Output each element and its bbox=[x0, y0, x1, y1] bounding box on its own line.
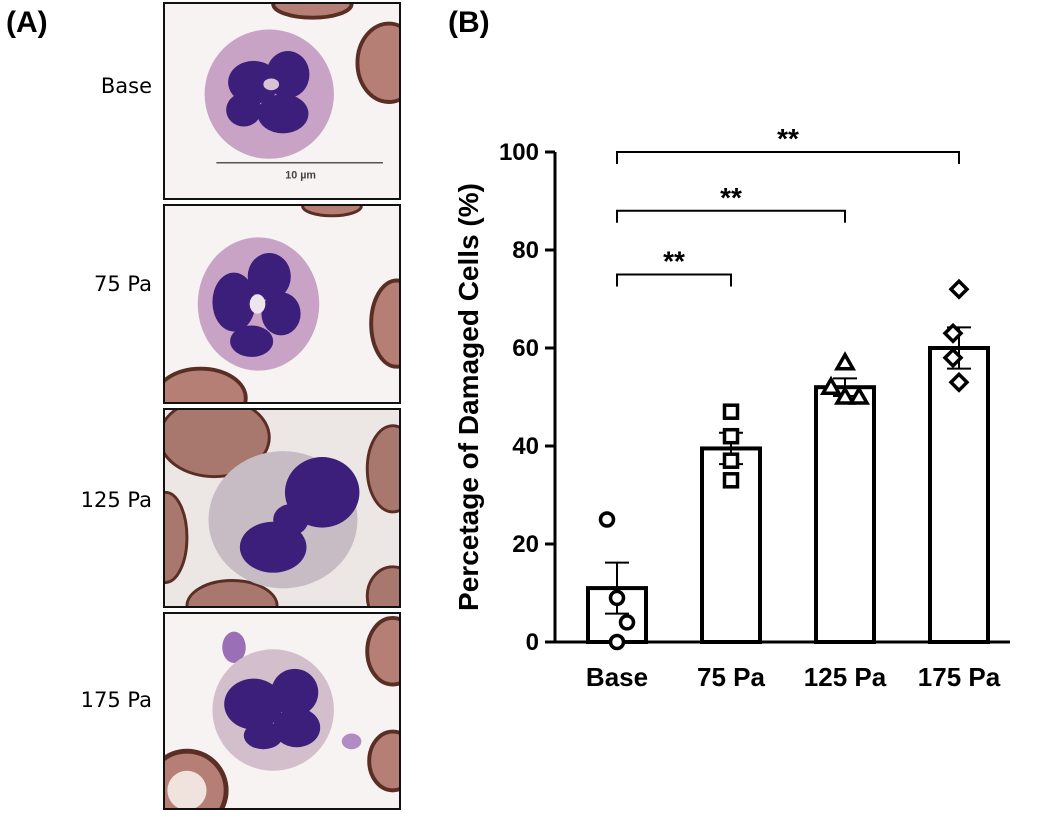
row-label-75pa: 75 Pa bbox=[94, 272, 152, 296]
data-point bbox=[722, 472, 740, 489]
y-axis-label: Percetage of Damaged Cells (%) bbox=[453, 183, 484, 611]
data-point bbox=[833, 351, 857, 371]
data-point bbox=[833, 385, 857, 405]
micrograph-75pa-image bbox=[165, 206, 399, 402]
micrograph-75pa bbox=[163, 204, 401, 404]
data-point bbox=[722, 403, 740, 420]
data-point bbox=[722, 427, 740, 445]
data-point bbox=[608, 633, 626, 651]
significance-bracket bbox=[616, 273, 732, 287]
row-label-175pa: 175 Pa bbox=[80, 688, 152, 712]
micrograph-base-image: 10 µm bbox=[165, 4, 399, 198]
y-tick-label: 60 bbox=[512, 335, 539, 362]
row-label-base: Base bbox=[100, 74, 152, 98]
x-tick-label: Base bbox=[586, 662, 648, 692]
panel-b-label: (B) bbox=[448, 6, 490, 39]
panel-a-label: (A) bbox=[6, 6, 48, 39]
data-point bbox=[948, 278, 970, 300]
micrograph-125pa-image bbox=[165, 410, 399, 606]
data-point bbox=[942, 347, 964, 369]
significance-label: ** bbox=[777, 123, 799, 154]
significance-label: ** bbox=[720, 182, 742, 213]
micrograph-175pa bbox=[163, 612, 401, 810]
row-label-125pa: 125 Pa bbox=[80, 488, 152, 512]
data-point bbox=[618, 614, 636, 631]
data-point bbox=[819, 375, 843, 395]
data-point bbox=[598, 511, 616, 528]
y-tick-label: 100 bbox=[499, 139, 539, 166]
significance-bracket bbox=[616, 151, 960, 164]
y-tick-label: 20 bbox=[512, 531, 539, 558]
y-tick-label: 80 bbox=[512, 237, 539, 264]
data-point bbox=[722, 452, 740, 469]
data-point bbox=[608, 589, 626, 607]
micrograph-base: 10 µm bbox=[163, 2, 401, 200]
significance-label: ** bbox=[663, 246, 685, 277]
data-point bbox=[847, 385, 871, 405]
significance-bracket bbox=[616, 209, 846, 223]
bar-chart: 0 20 40 60 80 100 Percetage of Damaged Cells (… bbox=[453, 123, 1010, 692]
x-tick-label: 75 Pa bbox=[697, 662, 765, 692]
data-point bbox=[942, 322, 964, 344]
x-tick-label: 125 Pa bbox=[804, 662, 887, 692]
y-tick-label: 40 bbox=[512, 433, 539, 460]
data-point bbox=[948, 371, 970, 393]
micrograph-125pa bbox=[163, 408, 401, 608]
micrograph-175pa-image bbox=[165, 614, 399, 808]
x-tick-label: 175 Pa bbox=[918, 662, 1001, 692]
scale-bar-label: 10 µm bbox=[285, 169, 316, 181]
y-tick-label: 0 bbox=[526, 629, 539, 656]
bar bbox=[814, 385, 876, 645]
